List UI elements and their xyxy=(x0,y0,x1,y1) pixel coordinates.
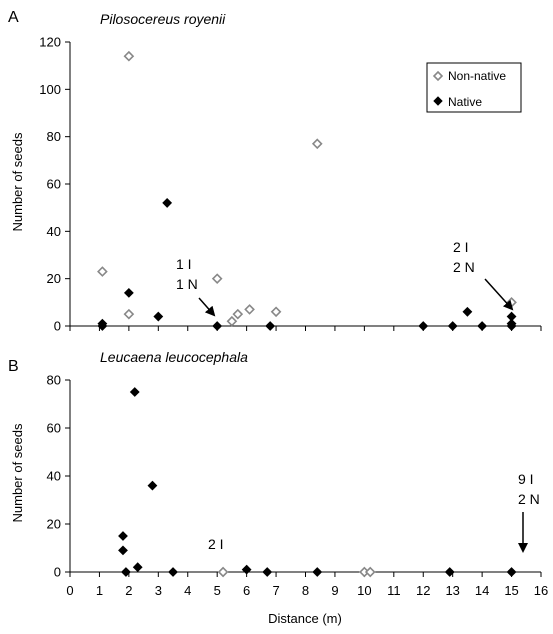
panel-a-y-axis-label: Number of seeds xyxy=(10,132,25,231)
panel-b-x-tick-label: 7 xyxy=(272,583,279,598)
panel-a-non-native-point xyxy=(226,315,238,327)
panel-b-x-tick-label: 4 xyxy=(184,583,191,598)
panel-b-x-tick-label: 3 xyxy=(155,583,162,598)
panel-a-native-point xyxy=(506,318,517,329)
panel-b-title: Leucaena leucocephala xyxy=(100,349,248,365)
panel-a-y-tick-label: 0 xyxy=(54,319,61,334)
panel-a-native-point xyxy=(162,198,173,208)
panel-a-non-native-point xyxy=(123,50,135,62)
panel-a-legend: Non-native Native xyxy=(426,62,522,113)
panel-a-native-point xyxy=(123,287,134,298)
panel-a-y-ticks: 0 20 40 60 80 100 120 xyxy=(39,35,70,334)
panel-b-letter: B xyxy=(8,358,19,375)
panel-a-annotation-1-line-2: 1 N xyxy=(176,276,198,292)
legend-open-diamond-marker xyxy=(432,70,444,82)
panel-b-native-point xyxy=(241,564,252,575)
panel-b-x-tick-label: 13 xyxy=(445,583,459,598)
panel-a-native-point xyxy=(462,306,473,317)
panel-b-y-tick-label: 20 xyxy=(47,517,61,532)
panel-a-non-native-point xyxy=(232,308,244,320)
panel-b-annotation-2-line-2: 2 N xyxy=(518,491,540,507)
panel-b-native-point xyxy=(168,567,178,577)
panel-b-x-tick-label: 9 xyxy=(331,583,338,598)
panel-b-x-tick-label: 8 xyxy=(302,583,309,598)
panel-a-non-native-point xyxy=(211,273,223,284)
panel-b-x-tick-label: 0 xyxy=(66,583,73,598)
panel-b-x-tick-label: 5 xyxy=(214,583,221,598)
panel-b-native-point xyxy=(118,531,128,541)
panel-b-native-point xyxy=(506,567,517,577)
panel-a-non-native-point xyxy=(311,138,323,150)
panel-b-x-tick-label: 16 xyxy=(534,583,548,598)
panel-b-native-point xyxy=(444,567,455,577)
panel-b: B Leucaena leucocephala Number of seeds … xyxy=(8,349,548,626)
panel-b-y-ticks: 0 20 40 60 80 xyxy=(47,373,70,580)
panel-a-native-point xyxy=(153,311,164,322)
panel-a-native-point xyxy=(477,321,488,331)
panel-b-y-tick-label: 0 xyxy=(54,565,61,580)
panel-b-annotation-1-line-1: 2 I xyxy=(208,536,224,552)
panel-b-native-point xyxy=(129,387,140,397)
panel-b-x-tick-label: 14 xyxy=(475,583,489,598)
panel-b-x-tick-label: 10 xyxy=(357,583,371,598)
panel-a-native-point xyxy=(212,321,223,331)
panel-a-annotation-1-line-1: 1 I xyxy=(176,256,192,272)
panel-a: A Pilosocereus royenii Number of seeds 0… xyxy=(8,9,542,334)
panel-a-annotation-2-line-1: 2 I xyxy=(453,239,469,255)
panel-b-x-tick-label: 2 xyxy=(125,583,132,598)
panel-b-native-point xyxy=(121,567,131,577)
legend-entry-non-native: Non-native xyxy=(448,69,506,83)
panel-a-y-tick-label: 120 xyxy=(39,35,61,50)
panel-b-x-tick-label: 15 xyxy=(504,583,518,598)
panel-b-native-point xyxy=(147,480,158,491)
panel-a-letter: A xyxy=(8,9,19,26)
panel-b-x-axis-label: Distance (m) xyxy=(268,611,342,626)
legend-entry-native: Native xyxy=(448,95,482,109)
panel-a-y-tick-label: 40 xyxy=(47,224,61,239)
panel-b-native-point xyxy=(118,545,128,556)
panel-b-y-tick-label: 80 xyxy=(47,373,61,388)
panel-a-non-native-point xyxy=(244,304,255,315)
legend-filled-diamond-marker xyxy=(433,96,443,106)
panel-b-x-ticks: 0 1 2 3 4 5 6 7 8 9 10 11 12 13 14 15 16 xyxy=(66,572,548,598)
panel-b-y-tick-label: 60 xyxy=(47,421,61,436)
panel-a-non-native-point xyxy=(97,266,108,277)
panel-a-y-tick-label: 20 xyxy=(47,271,61,286)
panel-a-title: Pilosocereus royenii xyxy=(100,11,226,27)
panel-a-y-tick-label: 100 xyxy=(39,82,61,97)
panel-b-x-tick-label: 1 xyxy=(96,583,103,598)
panel-a-native-point xyxy=(447,321,458,331)
panel-a-native-point xyxy=(97,318,108,329)
panel-a-x-ticks xyxy=(69,326,542,331)
panel-b-x-tick-label: 11 xyxy=(387,583,401,598)
panel-a-y-tick-label: 60 xyxy=(47,177,61,192)
panel-b-native-point xyxy=(262,567,273,577)
panel-a-annotation-2-arrow xyxy=(484,278,514,311)
panel-b-x-tick-label: 12 xyxy=(416,583,430,598)
panel-b-non-native-point xyxy=(217,566,229,578)
panel-b-non-native-point xyxy=(364,566,376,578)
panel-b-points xyxy=(118,387,517,578)
panel-b-native-point xyxy=(312,567,323,577)
panel-a-native-point xyxy=(418,321,429,331)
panel-b-x-tick-label: 6 xyxy=(243,583,250,598)
panel-a-non-native-point xyxy=(270,306,282,318)
panel-a-y-tick-label: 80 xyxy=(47,129,61,144)
panel-a-non-native-point xyxy=(123,308,135,320)
panel-b-annotation-2-line-1: 9 I xyxy=(518,471,534,487)
panel-b-y-axis-label: Number of seeds xyxy=(10,423,25,522)
panel-b-native-point xyxy=(132,562,143,573)
panel-a-native-point xyxy=(506,311,517,322)
panel-b-y-tick-label: 40 xyxy=(47,469,61,484)
panel-a-annotation-2-line-2: 2 N xyxy=(453,259,475,275)
panel-a-annotation-1-arrow xyxy=(198,297,216,317)
panel-a-native-point xyxy=(265,321,276,331)
legend-box xyxy=(426,62,522,113)
